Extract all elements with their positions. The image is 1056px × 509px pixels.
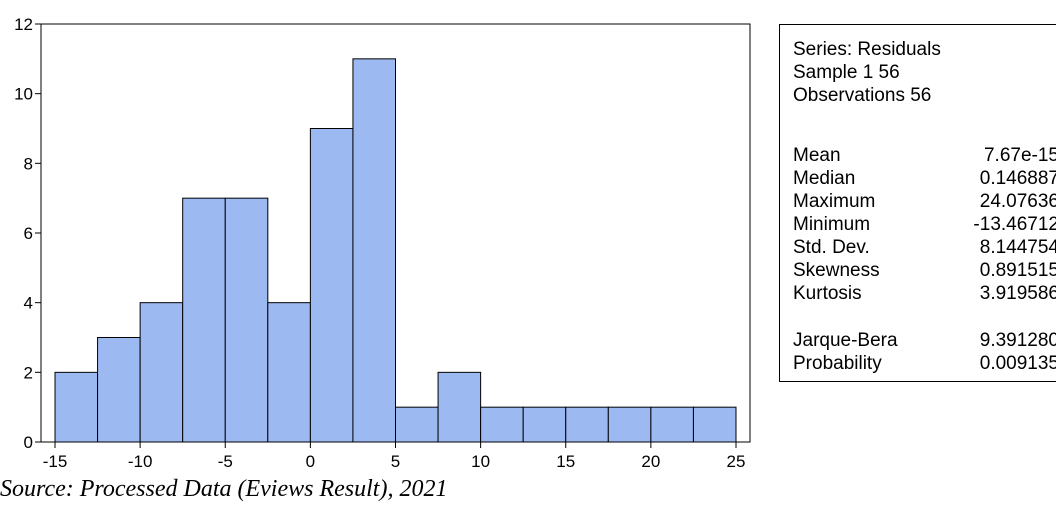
histogram-bar (522, 406, 567, 443)
x-tick-label: -5 (218, 452, 233, 470)
y-tick-label: 10 (14, 85, 33, 104)
stat-value: 24.07636 (979, 191, 1056, 212)
stat-value: 0.146887 (979, 168, 1056, 189)
stat-label: Maximum (793, 191, 876, 212)
histogram-bar (267, 302, 311, 443)
x-tick-label: 20 (641, 452, 660, 470)
y-tick-label: 6 (24, 224, 33, 243)
stat-value: 0.009135 (979, 353, 1056, 374)
stat-label: Jarque-Bera (793, 330, 898, 351)
x-tick-label: 10 (471, 452, 490, 470)
stat-row-kurtosis: Kurtosis 3.919586 (793, 283, 1056, 305)
descriptive-statistics-panel: Series: Residuals Sample 1 56 Observatio… (779, 24, 1056, 382)
stat-row-jarque-bera: Jarque-Bera 9.391280 (793, 330, 1056, 352)
histogram-bar (139, 302, 184, 443)
x-tick-label: 5 (391, 452, 400, 470)
x-tick-label: 0 (306, 452, 315, 470)
stat-label: Median (793, 168, 856, 189)
stat-label: Skewness (793, 260, 880, 281)
x-tick-label: 15 (556, 452, 575, 470)
histogram-bar (309, 128, 354, 443)
stat-row-median: Median 0.146887 (793, 168, 1056, 190)
stat-row-probability: Probability 0.009135 (793, 353, 1056, 375)
histogram-bar (182, 197, 226, 443)
y-tick-label: 2 (24, 363, 33, 382)
histogram-bar (54, 371, 99, 443)
series-label: Series: Residuals (793, 39, 941, 60)
histogram-bar (437, 371, 482, 443)
histogram-bar (650, 406, 694, 443)
histogram-bar (352, 58, 396, 443)
source-caption: Source: Processed Data (Eviews Result), … (0, 476, 448, 502)
histogram-bar (565, 406, 609, 443)
histogram-bar (395, 406, 439, 443)
histogram-bar (97, 337, 141, 443)
y-tick-label: 4 (24, 294, 33, 313)
histogram-bar (607, 406, 652, 443)
y-tick-label: 8 (24, 154, 33, 173)
stat-row-minimum: Minimum -13.46712 (793, 214, 1056, 236)
stat-value: 3.919586 (979, 283, 1056, 304)
stat-row-std-dev: Std. Dev. 8.144754 (793, 237, 1056, 259)
histogram-chart: 0 2 4 6 8 10 12 -15 -10 -5 0 5 10 15 20 25 (14, 15, 751, 470)
histogram-bar (480, 406, 524, 443)
y-tick-label: 0 (24, 433, 33, 452)
histogram-bar (224, 197, 269, 443)
x-tick-label: -15 (43, 452, 68, 470)
stat-label: Kurtosis (793, 283, 862, 304)
stat-row-maximum: Maximum 24.07636 (793, 191, 1056, 213)
y-tick-label: 12 (14, 15, 33, 34)
histogram-bar (692, 406, 737, 443)
stat-label: Probability (793, 353, 882, 374)
stat-row-skewness: Skewness 0.891515 (793, 260, 1056, 282)
x-tick-label: 25 (727, 452, 746, 470)
stat-label: Minimum (793, 214, 871, 235)
stat-value: -13.46712 (973, 214, 1056, 235)
observations-label: Observations 56 (793, 85, 932, 106)
stat-value: 7.67e-15 (983, 145, 1056, 166)
stat-value: 8.144754 (979, 237, 1056, 258)
stat-value: 0.891515 (979, 260, 1056, 281)
stat-row-mean: Mean 7.67e-15 (793, 145, 1056, 167)
x-tick-label: -10 (128, 452, 153, 470)
stat-value: 9.391280 (979, 330, 1056, 351)
stat-label: Std. Dev. (793, 237, 870, 258)
stat-label: Mean (793, 145, 841, 166)
sample-label: Sample 1 56 (793, 62, 900, 83)
